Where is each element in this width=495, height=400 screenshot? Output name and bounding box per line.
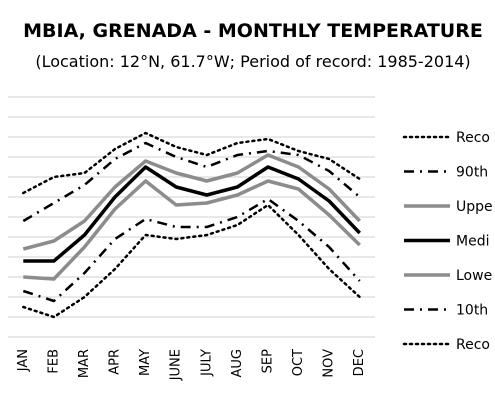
x-tick-label: MAY	[138, 349, 153, 376]
legend-label: Uppe	[456, 199, 493, 215]
x-tick-label: JAN	[16, 349, 31, 372]
x-axis-ticks: JAN FEB MAR APR MAY JUNE JULY AUG SEP OCT NOV DEC	[16, 349, 367, 381]
legend-label: Reco	[456, 337, 490, 353]
grid	[8, 96, 375, 338]
x-tick-label: APR	[108, 349, 123, 375]
x-tick-label: OCT	[291, 349, 306, 376]
legend-label: 90th	[456, 165, 488, 181]
series-line-2	[22, 141, 361, 223]
x-tick-label: NOV	[322, 349, 337, 378]
x-tick-label: JULY	[199, 349, 214, 377]
series-line-4	[23, 165, 361, 263]
legend-label: 10th	[456, 303, 488, 319]
series-line-3	[22, 153, 361, 251]
series-line-6	[22, 197, 361, 303]
series-line-1	[22, 131, 361, 195]
chart-title: MBIA, GRENADA - MONTHLY TEMPERATURE	[23, 20, 483, 42]
x-tick-label: SEP	[260, 349, 275, 373]
x-tick-label: FEB	[46, 349, 61, 374]
legend-label: Medi	[456, 234, 489, 250]
series-line-7	[22, 203, 361, 319]
chart-subtitle: (Location: 12°N, 61.7°W; Period of recor…	[35, 52, 470, 71]
x-tick-label: DEC	[352, 349, 367, 376]
x-tick-label: JUNE	[169, 349, 184, 381]
legend-label: Reco	[456, 130, 490, 146]
legend: Reco 90th Uppe Medi Lowe 10th Reco	[402, 130, 493, 353]
series-group	[22, 131, 361, 319]
legend-label: Lowe	[456, 268, 492, 284]
series-line-5	[23, 179, 361, 281]
x-tick-label: MAR	[77, 349, 92, 378]
x-tick-label: AUG	[230, 349, 245, 377]
